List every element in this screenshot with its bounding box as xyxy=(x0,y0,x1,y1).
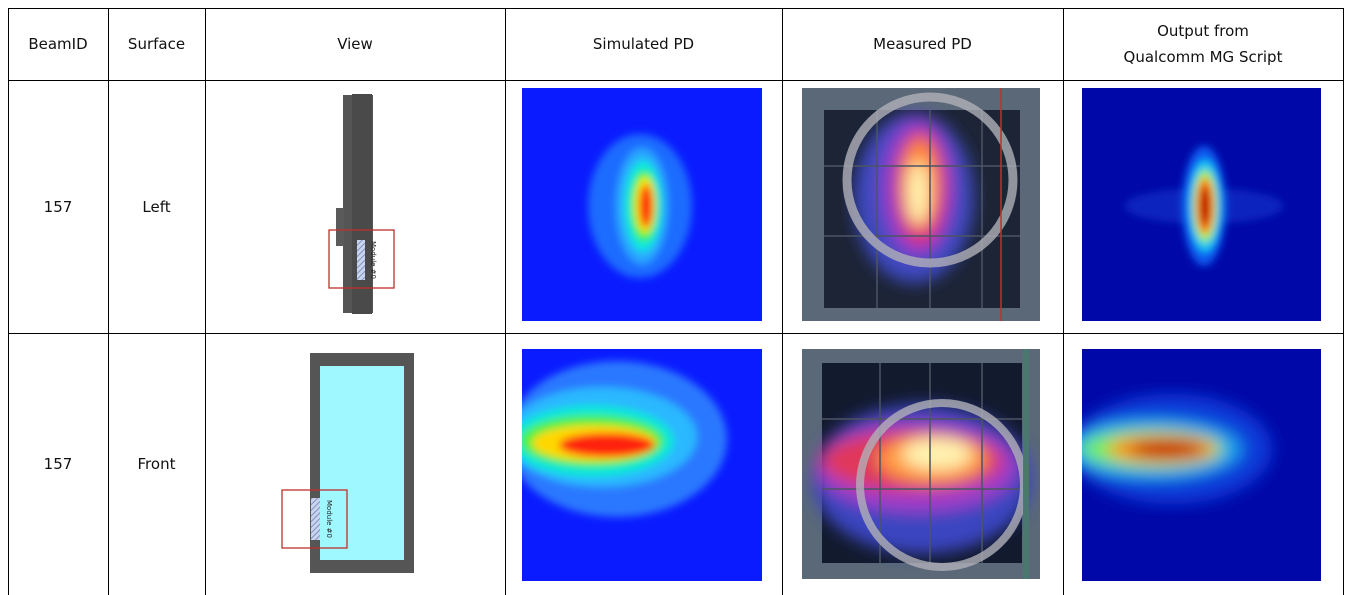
rule xyxy=(505,8,506,595)
header-cell: Measured PD xyxy=(873,35,972,53)
rule xyxy=(108,8,109,595)
surface: Left xyxy=(142,197,171,216)
device-button xyxy=(336,208,344,246)
surface: Front xyxy=(137,455,176,473)
highlight-box xyxy=(328,229,395,289)
beam-id: 157 xyxy=(43,197,73,216)
rule xyxy=(8,8,1344,9)
header-cell: View xyxy=(337,35,373,53)
output-heatmap xyxy=(1082,349,1321,581)
rule xyxy=(1343,8,1344,595)
rule xyxy=(205,8,206,595)
module-label: Module #0 xyxy=(325,500,333,538)
output-heatmap xyxy=(1082,88,1321,321)
measured-heatmap xyxy=(802,88,1040,321)
device-screen xyxy=(320,366,404,560)
rule xyxy=(1063,8,1064,595)
simulated-heatmap xyxy=(522,88,762,321)
side-view: Module #0 xyxy=(328,94,395,314)
module xyxy=(311,498,320,540)
highlight-box xyxy=(281,489,348,549)
rule xyxy=(8,333,1344,334)
header-cell: Output from Qualcomm MG Script xyxy=(1123,22,1283,66)
measured-heatmap xyxy=(802,349,1040,579)
beam-id: 157 xyxy=(43,455,73,473)
header-cell: Surface xyxy=(127,35,186,53)
rule xyxy=(8,8,9,595)
front-view: Module #0 xyxy=(281,353,414,573)
header-cell: Simulated PD xyxy=(592,35,695,53)
module xyxy=(357,240,365,280)
simulated-heatmap xyxy=(522,349,762,581)
device-edge xyxy=(352,94,372,314)
rule xyxy=(8,80,1344,81)
header-cell: BeamID xyxy=(28,35,88,53)
rule xyxy=(782,8,783,595)
module-label: Module #0 xyxy=(369,241,377,279)
